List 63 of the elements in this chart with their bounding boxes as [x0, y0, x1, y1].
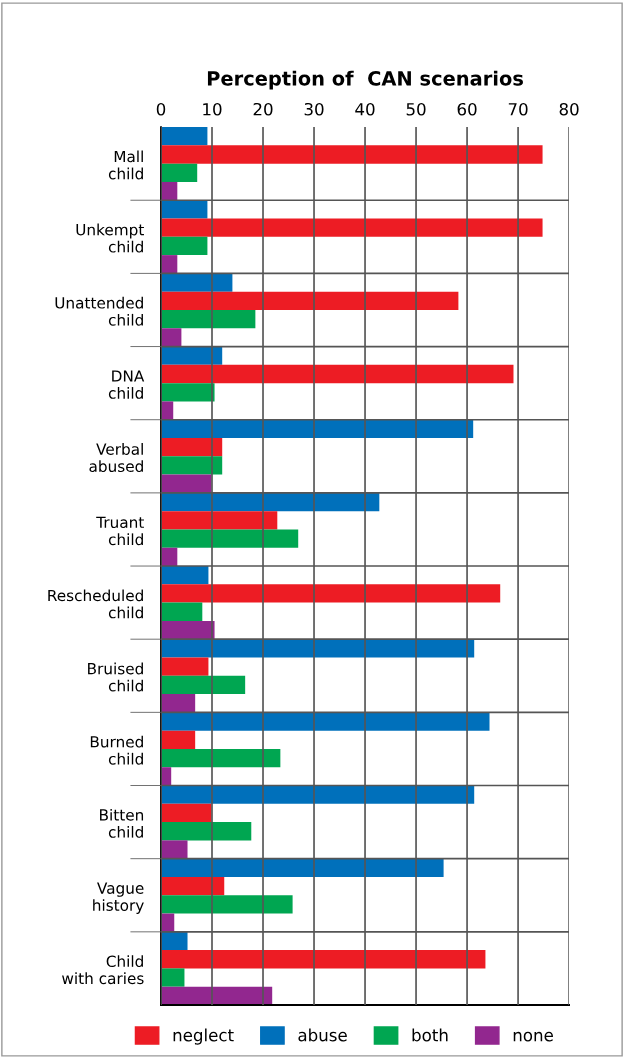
bar: [160, 383, 215, 402]
chart-title: Perception of CAN scenarios: [207, 70, 523, 90]
bar: [160, 309, 256, 329]
bar: [160, 840, 188, 859]
x-tick-label: 80: [559, 102, 579, 116]
bar: [160, 218, 543, 237]
y-tick-label: Bruised child: [88, 662, 143, 692]
bar: [160, 438, 223, 457]
bar: [160, 328, 182, 347]
legend-label: abuse: [298, 1028, 347, 1042]
legend-label: none: [513, 1031, 553, 1042]
y-tick-label: Rescheduled child: [48, 589, 143, 619]
y-tick-label: Unattended child: [55, 296, 143, 326]
y-tick-label: Vague history: [93, 882, 144, 914]
bar: [160, 511, 278, 530]
bar: [160, 931, 188, 951]
y-tick-label: Verbal abused: [89, 443, 143, 473]
bar: [160, 529, 299, 548]
bar: [160, 584, 501, 603]
bar: [160, 364, 514, 384]
bar: [160, 803, 212, 823]
bar: [160, 895, 293, 914]
bar: [160, 474, 212, 493]
legend-label: neglect: [173, 1028, 234, 1045]
bar: [160, 127, 208, 146]
y-tick-label: Truant child: [96, 516, 144, 546]
legend-label: both: [412, 1028, 448, 1042]
bar: [160, 566, 209, 585]
bar: [160, 950, 486, 969]
x-tick-label: 30: [304, 102, 324, 116]
bar: [160, 273, 233, 292]
bar: [160, 602, 203, 621]
bar: [160, 712, 490, 731]
y-tick-label: Child with caries: [62, 955, 144, 985]
bar: [160, 694, 196, 713]
bar: [160, 200, 208, 219]
x-tick-label: 10: [203, 102, 222, 116]
x-tick-label: 60: [457, 102, 477, 116]
x-tick-label: 50: [406, 102, 426, 116]
bar: [160, 291, 459, 310]
y-tick-label: Mall child: [108, 150, 143, 180]
y-tick-label: Unkempt child: [76, 223, 144, 253]
x-tick-label: 70: [508, 102, 528, 116]
bar: [160, 730, 196, 749]
bar: [160, 657, 209, 676]
bar: [160, 346, 223, 365]
bar: [160, 456, 223, 475]
bar: [160, 145, 543, 164]
bar: [160, 236, 208, 256]
bar: [160, 876, 225, 896]
y-tick-label: Bitten child: [100, 808, 144, 838]
bar: [160, 822, 252, 841]
bar: [160, 163, 198, 182]
x-tick-label: 20: [253, 102, 273, 116]
x-tick-label: 0: [156, 102, 166, 116]
bar: [160, 255, 178, 274]
bar: [160, 785, 475, 804]
bar: [160, 968, 185, 987]
y-tick-label: DNA child: [108, 370, 145, 399]
bar: [160, 675, 246, 695]
bar: [160, 748, 281, 768]
x-tick-label: 40: [355, 102, 375, 116]
y-tick-label: Burned child: [90, 735, 143, 765]
